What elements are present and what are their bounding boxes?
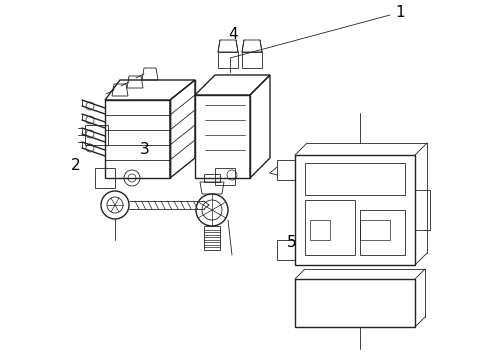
Text: 5: 5 — [287, 235, 296, 250]
Text: 4: 4 — [228, 27, 238, 42]
Text: 3: 3 — [140, 142, 149, 157]
Text: 2: 2 — [71, 158, 81, 174]
Text: 1: 1 — [395, 5, 405, 19]
